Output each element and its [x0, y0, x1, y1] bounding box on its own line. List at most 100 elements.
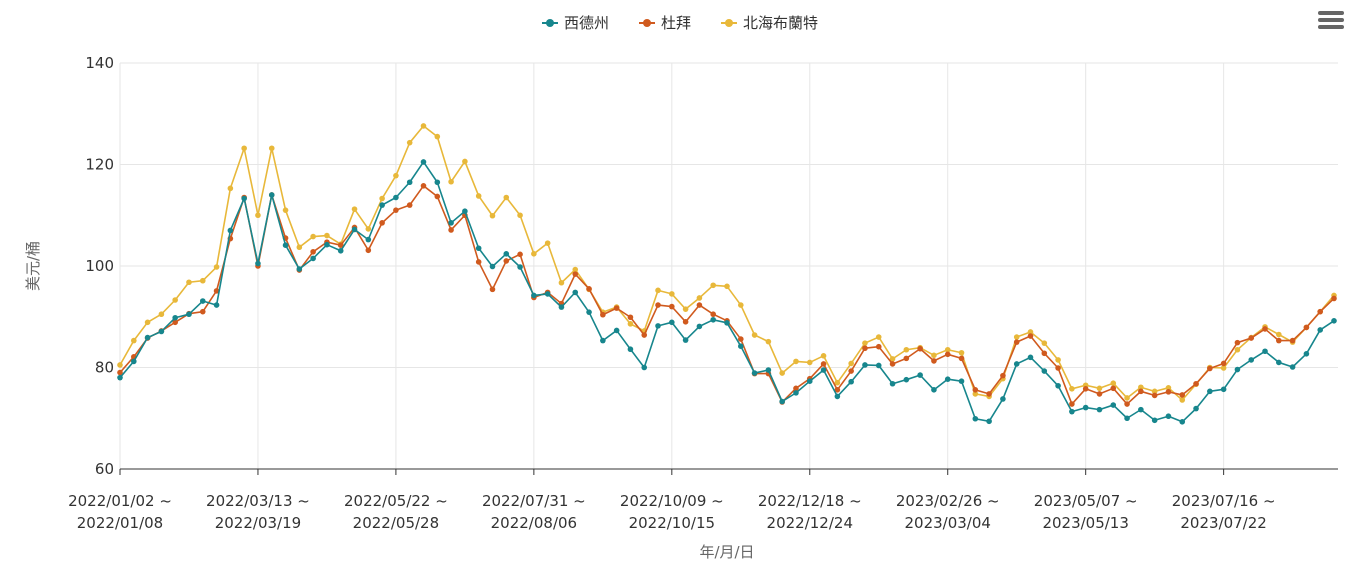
- data-point-1: [972, 387, 979, 393]
- data-point-2: [1138, 384, 1144, 391]
- data-point-0: [282, 242, 289, 248]
- data-point-0: [1248, 357, 1255, 363]
- data-point-2: [558, 279, 565, 286]
- data-point-2: [779, 370, 785, 376]
- legend-label-wti: 西德州: [563, 14, 609, 32]
- data-point-0: [1179, 419, 1186, 425]
- data-point-2: [172, 297, 178, 303]
- data-point-2: [1276, 331, 1282, 338]
- legend-item-wti[interactable]: 西德州: [541, 12, 609, 33]
- legend-item-dubai[interactable]: 杜拜: [638, 12, 691, 33]
- data-point-0: [944, 376, 951, 382]
- data-point-0: [806, 378, 813, 385]
- data-point-2: [696, 295, 703, 301]
- y-tick-label: 60: [95, 460, 114, 478]
- data-point-0: [420, 159, 427, 165]
- x-tick-label: 2022/12/18 ~: [758, 492, 862, 510]
- data-point-0: [1124, 415, 1130, 422]
- data-point-1: [1317, 308, 1323, 315]
- data-point-1: [1138, 388, 1144, 395]
- data-point-1: [172, 319, 178, 326]
- x-tick-label: 2022/07/31 ~: [482, 492, 586, 510]
- data-point-0: [986, 418, 992, 425]
- data-point-0: [820, 367, 827, 373]
- data-point-0: [793, 390, 799, 396]
- data-point-0: [572, 289, 579, 296]
- data-point-0: [682, 337, 689, 343]
- data-point-1: [393, 207, 399, 213]
- data-point-1: [820, 361, 827, 367]
- data-point-1: [862, 345, 868, 352]
- data-point-2: [296, 244, 303, 251]
- y-tick-label: 120: [85, 156, 114, 174]
- data-point-0: [1262, 348, 1268, 355]
- data-point-0: [117, 374, 123, 381]
- series-line-0: [119, 161, 1335, 423]
- data-point-0: [696, 323, 703, 330]
- data-point-2: [889, 356, 896, 362]
- data-point-0: [1082, 404, 1089, 411]
- data-point-1: [903, 355, 910, 362]
- data-point-1: [1303, 324, 1310, 331]
- data-point-1: [986, 391, 992, 397]
- data-point-0: [1165, 413, 1172, 420]
- data-point-0: [1193, 405, 1199, 412]
- data-point-1: [199, 308, 206, 315]
- x-tick-label: 2023/03/04: [904, 514, 990, 532]
- data-point-2: [1234, 346, 1241, 353]
- data-point-2: [544, 240, 551, 246]
- data-point-2: [1069, 386, 1075, 392]
- data-point-2: [517, 212, 523, 219]
- data-point-1: [834, 387, 841, 393]
- data-point-2: [379, 195, 385, 202]
- data-point-0: [917, 372, 923, 378]
- data-point-1: [931, 358, 937, 364]
- data-point-1: [434, 193, 441, 200]
- legend-marker-wti: [541, 16, 558, 30]
- data-point-0: [1331, 318, 1337, 324]
- data-point-0: [1013, 361, 1020, 367]
- data-point-1: [875, 343, 882, 350]
- data-point-0: [1055, 382, 1061, 389]
- data-point-1: [1110, 385, 1117, 392]
- data-point-0: [1289, 364, 1296, 370]
- data-point-0: [310, 255, 316, 262]
- data-point-1: [682, 319, 689, 325]
- data-point-2: [848, 360, 854, 367]
- data-point-0: [655, 323, 661, 329]
- data-point-2: [958, 349, 965, 356]
- data-point-0: [613, 327, 620, 334]
- data-point-0: [1303, 351, 1310, 357]
- data-point-2: [1165, 385, 1172, 391]
- data-point-1: [586, 286, 592, 292]
- data-point-2: [531, 251, 537, 257]
- x-tick-label: 2022/05/22 ~: [344, 492, 448, 510]
- data-point-1: [1331, 295, 1337, 302]
- data-point-2: [1096, 385, 1103, 392]
- data-point-2: [186, 279, 192, 286]
- data-point-2: [1151, 388, 1158, 395]
- x-tick-label: 2022/01/02 ~: [68, 492, 172, 510]
- data-point-1: [1013, 339, 1020, 345]
- series-group: [117, 123, 1337, 425]
- x-tick-label: 2023/07/16 ~: [1172, 492, 1276, 510]
- x-tick-label: 2023/02/26 ~: [896, 492, 1000, 510]
- data-point-0: [1151, 417, 1158, 424]
- data-point-2: [1110, 380, 1117, 387]
- data-point-0: [503, 251, 510, 257]
- data-point-1: [655, 302, 661, 308]
- data-point-1: [1000, 372, 1006, 379]
- data-point-0: [172, 314, 178, 321]
- data-point-1: [420, 183, 427, 189]
- data-point-1: [958, 355, 965, 362]
- data-point-2: [1220, 365, 1227, 371]
- legend-item-brent[interactable]: 北海布蘭特: [721, 12, 818, 33]
- data-point-2: [572, 266, 579, 273]
- hamburger-menu-icon[interactable]: [1316, 8, 1346, 36]
- data-point-2: [862, 340, 868, 346]
- data-point-2: [1124, 395, 1130, 401]
- data-point-1: [1207, 365, 1213, 372]
- data-point-0: [903, 376, 910, 383]
- data-point-1: [503, 258, 510, 264]
- data-point-2: [406, 139, 413, 146]
